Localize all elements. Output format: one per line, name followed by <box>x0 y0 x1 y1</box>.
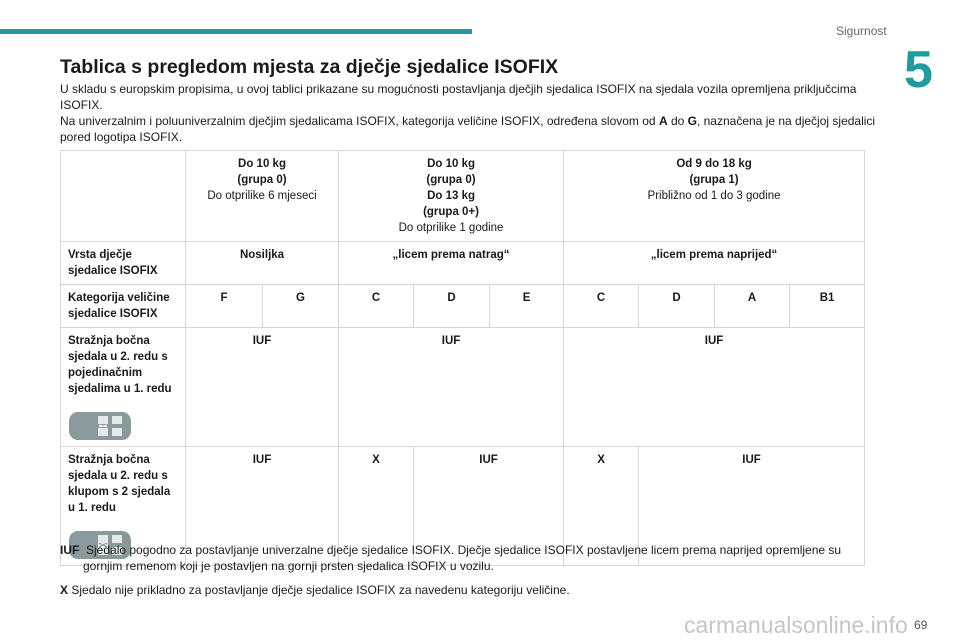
cell: IUF <box>563 327 866 447</box>
cell: Stražnja bočna sjedala u 2. redu s pojed… <box>60 327 186 447</box>
text: Na univerzalnim i poluuniverzalnim dječj… <box>60 114 659 128</box>
paragraph: Na univerzalnim i poluuniverzalnim dječj… <box>60 113 890 145</box>
isofix-table: Do 10 kg (grupa 0) Do otprilike 6 mjeseci … <box>60 150 866 566</box>
cell: D <box>413 284 491 328</box>
cell: C <box>563 284 640 328</box>
cell: C <box>338 284 415 328</box>
text: (grupa 0) <box>237 174 287 186</box>
text: Do 10 kg <box>238 158 286 170</box>
cell: Vrsta dječje sjedalice ISOFIX <box>60 241 186 285</box>
footnote-text: Sjedalo nije prikladno za postavljanje d… <box>71 583 570 597</box>
text: A <box>658 114 668 128</box>
header-row: Do 10 kg (grupa 0) Do otprilike 6 mjeseci … <box>60 150 866 242</box>
text: (grupa 0+) <box>423 206 479 218</box>
page-number: 69 <box>914 618 928 632</box>
car-icon <box>69 531 131 559</box>
cell: Od 9 do 18 kg (grupa 1) Približno od 1 do … <box>563 150 866 242</box>
row: Stražnja bočna sjedala u 2. redu s pojed… <box>60 327 866 447</box>
text: do <box>667 114 688 128</box>
text: Stražnja bočna sjedala u 2. redu s pojed… <box>68 335 172 395</box>
cell: IUF <box>413 446 565 566</box>
footnote: IUF Sjedalo pogodno za postavljanje univ… <box>60 542 883 574</box>
text: Do 13 kg <box>427 190 475 202</box>
text: Stražnja bočna sjedala u 2. redu s klupo… <box>68 454 171 514</box>
title: Tablica s pregledom mjesta za dječje sje… <box>60 56 559 78</box>
cell: „licem prema naprijed“ <box>563 241 866 285</box>
text: G <box>687 114 697 128</box>
cell: „licem prema natrag“ <box>338 241 565 285</box>
watermark: carmanualsonline.info <box>684 612 908 638</box>
cell: D <box>638 284 716 328</box>
text: Približno od 1 do 3 godine <box>647 190 781 202</box>
text: , naznačena je na dječjoj sjedalici pore… <box>60 114 876 144</box>
text: (grupa 0) <box>426 174 476 186</box>
cell: A <box>714 284 791 328</box>
text: Do otprilike 6 mjeseci <box>207 190 317 202</box>
cell: Do 10 kg (grupa 0) Do 13 kg (grupa 0+) Do ot… <box>338 150 565 242</box>
cell: IUF <box>338 327 565 447</box>
header-bar <box>0 29 472 34</box>
row: Kategorija veličine sjedalice ISOFIX F G… <box>60 284 866 328</box>
cell: B1 <box>789 284 866 328</box>
chapter-number: 5 <box>904 41 933 99</box>
cell: X <box>338 446 415 566</box>
cell: Nosiljka <box>184 241 340 285</box>
intro: U skladu s europskim propisima, u ovoj t… <box>60 81 890 145</box>
paragraph: U skladu s europskim propisima, u ovoj t… <box>60 82 857 112</box>
footnote: X Sjedalo nije prikladno za postavljanje… <box>60 582 860 598</box>
cell: IUF <box>638 446 866 566</box>
row: Stražnja bočna sjedala u 2. redu s klupo… <box>60 446 866 566</box>
section-name: Sigurnost <box>836 24 887 38</box>
car-icon <box>69 412 131 440</box>
cell: Stražnja bočna sjedala u 2. redu s klupo… <box>60 446 186 566</box>
text: Od 9 do 18 kg <box>676 158 752 170</box>
text: Do otprilike 1 godine <box>398 222 504 234</box>
cell: E <box>489 284 565 328</box>
row: Vrsta dječje sjedalice ISOFIX Nosiljka „… <box>60 241 866 285</box>
footnote-key: IUF <box>60 543 80 557</box>
cell: IUF <box>184 327 340 447</box>
cell: Kategorija veličine sjedalice ISOFIX <box>60 284 186 328</box>
cell: IUF <box>184 446 340 566</box>
text: (grupa 1) <box>689 174 739 186</box>
cell <box>60 150 186 242</box>
text: Do 10 kg <box>427 158 475 170</box>
footnote-text: Sjedalo pogodno za postavljanje univerza… <box>83 543 842 573</box>
cell: Do 10 kg (grupa 0) Do otprilike 6 mjeseci <box>184 150 340 242</box>
cell: F <box>185 284 263 328</box>
footnote-key: X <box>60 583 69 597</box>
cell: G <box>261 284 340 328</box>
